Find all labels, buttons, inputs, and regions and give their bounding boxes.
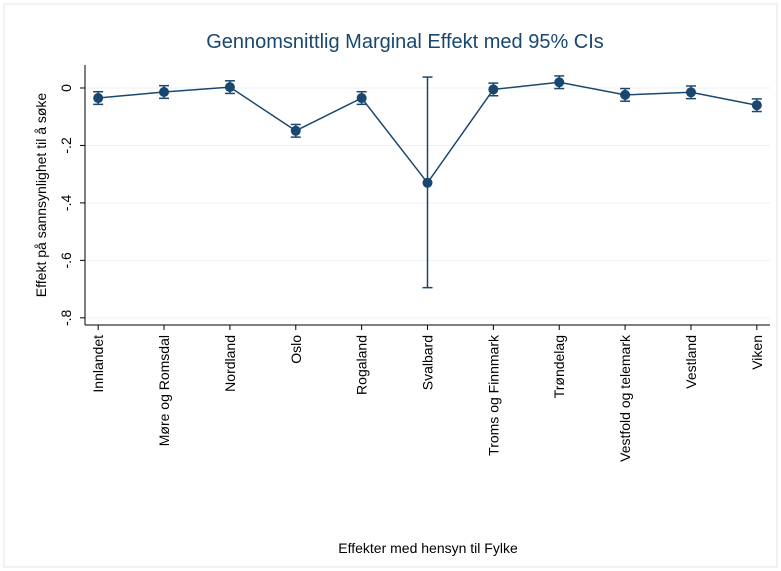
point (290, 125, 301, 136)
x-tick-label: Vestland (683, 335, 699, 389)
point (93, 93, 104, 104)
x-tick-label: Vestfold og telemark (617, 334, 633, 462)
x-tick-label: Troms og Finnmark (485, 334, 501, 456)
point (554, 77, 565, 88)
chart-frame (3, 3, 778, 568)
point (159, 87, 170, 98)
chart-title: Gennomsnittlig Marginal Effekt med 95% C… (206, 31, 604, 53)
y-tick-label: -.2 (58, 137, 74, 154)
y-tick-label: -.4 (58, 195, 74, 212)
y-axis-title: Effekt på sannsynlighet til å søke (33, 93, 49, 298)
x-tick-label: Svalbard (420, 335, 436, 390)
y-tick-label: -.6 (58, 252, 74, 269)
point (620, 89, 631, 100)
x-tick-label: Møre og Romsdal (156, 335, 172, 446)
point (488, 84, 499, 95)
x-tick-label: Rogaland (354, 335, 370, 395)
x-tick-label: Innlandet (90, 335, 106, 393)
x-tick-label: Viken (749, 335, 765, 370)
x-tick-label: Nordland (222, 335, 238, 392)
x-tick-label: Trøndelag (551, 335, 567, 398)
y-tick-label: 0 (58, 84, 74, 92)
point (356, 93, 367, 104)
point (224, 82, 235, 93)
point (685, 87, 696, 98)
point (422, 177, 433, 188)
y-tick-label: -.8 (58, 309, 74, 326)
x-axis-title: Effekter med hensyn til Fylke (338, 540, 518, 556)
x-tick-label: Oslo (288, 335, 304, 364)
point (751, 100, 762, 111)
